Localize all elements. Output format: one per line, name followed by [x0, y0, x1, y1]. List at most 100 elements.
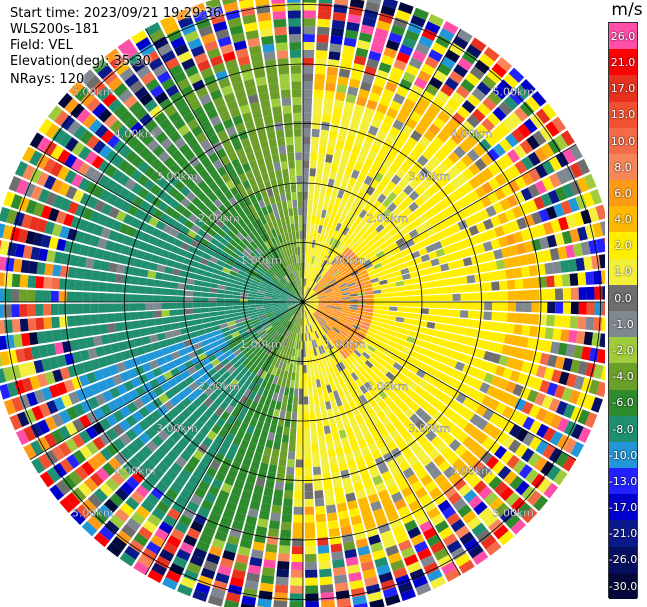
range-gate: [319, 258, 325, 267]
range-gate: [325, 306, 334, 310]
range-gate: [419, 202, 430, 214]
range-gate: [454, 361, 465, 372]
radar-ray: [0, 206, 303, 302]
range-gate: [172, 555, 188, 569]
range-gate: [201, 286, 210, 293]
range-gate: [548, 398, 561, 413]
range-gate: [163, 514, 177, 528]
range-gate: [128, 348, 139, 359]
range-gate: [143, 166, 156, 178]
range-gate: [348, 314, 357, 319]
range-gate: [178, 321, 188, 329]
range-gate: [29, 375, 41, 390]
range-gate: [303, 294, 305, 302]
range-gate: [397, 581, 414, 594]
range-gate: [123, 359, 134, 370]
range-gate: [291, 272, 296, 280]
range-gate: [128, 101, 143, 115]
range-gate: [210, 358, 221, 367]
range-gate: [150, 254, 161, 264]
range-gate: [318, 434, 326, 444]
radar-ray: [14, 161, 303, 302]
range-gate: [549, 247, 560, 261]
range-gate: [437, 554, 453, 568]
range-gate: [345, 249, 353, 258]
range-gate: [413, 104, 427, 116]
range-gate: [311, 323, 316, 332]
range-gate: [468, 292, 477, 301]
range-gate: [319, 361, 325, 371]
range-gate: [232, 81, 245, 93]
range-gate: [286, 321, 292, 330]
range-gate: [304, 451, 312, 460]
range-gate: [370, 352, 380, 361]
range-gate: [184, 296, 193, 302]
range-gate: [339, 517, 351, 528]
range-gate: [350, 296, 359, 300]
range-gate: [333, 4, 348, 14]
range-gate: [342, 271, 351, 279]
range-gate: [289, 215, 295, 225]
range-gate: [224, 384, 234, 394]
range-gate: [288, 363, 294, 373]
range-gate: [263, 274, 271, 281]
range-gate: [253, 452, 263, 462]
range-gate: [126, 442, 139, 455]
radar-ray: [159, 14, 303, 302]
range-gate: [68, 391, 80, 405]
range-gate: [322, 105, 333, 115]
range-gate: [114, 487, 129, 502]
range-gate: [560, 200, 573, 215]
range-gate: [406, 136, 418, 149]
range-gate: [271, 350, 278, 359]
range-gate: [105, 303, 115, 313]
range-gate: [365, 290, 374, 295]
range-gate: [581, 346, 592, 361]
range-gate: [385, 371, 395, 381]
range-gate: [196, 268, 206, 276]
range-gate: [316, 330, 321, 338]
range-gate: [236, 428, 246, 439]
range-gate: [91, 80, 107, 96]
range-gate: [159, 118, 172, 131]
range-gate: [345, 492, 357, 503]
range-gate: [203, 74, 217, 86]
range-gate: [349, 203, 358, 213]
range-gate: [544, 327, 554, 340]
range-gate: [270, 512, 281, 522]
range-gate: [173, 221, 184, 232]
range-gate: [334, 299, 343, 302]
range-gate: [279, 297, 288, 300]
range-gate: [287, 313, 294, 321]
range-gate: [126, 401, 138, 414]
range-gate: [500, 183, 513, 197]
range-gate: [141, 547, 158, 562]
range-gate: [462, 435, 475, 449]
range-gate: [286, 200, 293, 209]
range-gate: [438, 479, 452, 493]
range-gate: [123, 380, 135, 392]
range-gate: [490, 375, 502, 388]
range-gate: [469, 413, 482, 426]
range-gate: [317, 307, 326, 312]
range-gate: [254, 191, 263, 202]
range-gate: [425, 328, 435, 336]
range-gate: [192, 397, 203, 408]
range-gate: [299, 309, 302, 318]
range-gate: [65, 437, 79, 453]
range-gate: [593, 270, 603, 285]
range-gate: [303, 300, 311, 302]
range-gate: [425, 350, 436, 359]
range-gate: [466, 93, 481, 108]
range-gate: [283, 346, 289, 355]
range-gate: [345, 210, 354, 220]
range-gate: [244, 276, 253, 283]
range-gate: [346, 279, 355, 285]
range-gate: [71, 433, 85, 448]
range-gate: [195, 347, 205, 356]
range-gate: [216, 337, 226, 345]
range-gate: [266, 284, 275, 290]
range-gate: [290, 427, 297, 436]
range-gate: [542, 340, 553, 353]
range-gate: [400, 589, 417, 602]
